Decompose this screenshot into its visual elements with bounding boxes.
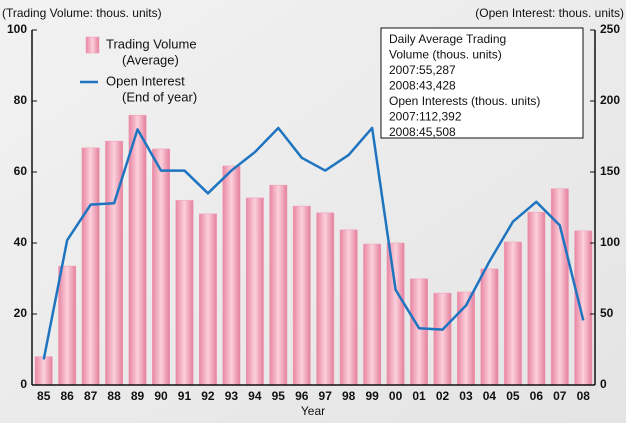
y2-tick-label: 250 [600,22,620,36]
x-tick-label: 99 [365,389,379,403]
x-tick-label: 92 [201,389,215,403]
annotation-box [380,27,584,139]
legend-note: (End of year) [122,89,197,104]
bar [245,197,264,386]
bar [574,230,593,386]
bar [410,278,428,386]
line [42,126,585,360]
y-tick-label: 0 [20,377,27,391]
y2-tick-label: 100 [600,235,620,249]
x-tick-label: 05 [506,389,520,403]
bar [58,265,77,386]
y2-axis-label: (Open Interest: thous. units) [475,6,624,20]
bar [316,212,335,386]
x-tick-label: 93 [225,389,239,403]
x-tick-label: 87 [84,389,98,403]
x-tick-label: 91 [178,389,192,403]
y-tick-label: 40 [14,235,28,249]
annotation-line: 2007:112,392 [389,110,462,124]
legend-label: Open Interest [106,73,185,88]
x-tick-label: 85 [37,389,51,403]
legend-swatch [85,36,100,54]
bar [527,211,546,386]
x-tick-label: 90 [154,389,168,403]
y2-tick-label: 150 [600,164,620,178]
x-tick-label: 06 [530,389,544,403]
x-tick-label: 89 [131,389,145,403]
x-tick-label: 86 [61,389,75,403]
y-tick-label: 80 [14,93,28,107]
annotation-line: Daily Average Trading [389,32,506,46]
plot [34,114,593,386]
bar [81,147,100,386]
x-axis-label: Year [301,404,325,418]
y-axis-label: (Trading Volume: thous. units) [2,6,162,20]
x-tick-label: 01 [412,389,426,403]
bar [433,292,452,386]
bar [503,241,522,386]
bar [292,205,311,386]
bar [386,242,405,386]
y-tick-label: 100 [7,22,27,36]
y-tick-label: 60 [14,164,28,178]
x-tick-label: 88 [107,389,121,403]
annotation: Daily Average Trading Volume (thous. unit… [389,32,540,139]
bar [152,148,170,386]
x-tick-label: 95 [272,389,286,403]
annotation-line: Volume (thous. units) [389,48,502,62]
legend-label: Trading Volume [106,36,197,51]
bar [222,165,241,386]
bar [363,243,382,386]
bar [269,184,288,386]
annotation-line: 2008:45,508 [389,125,456,139]
x-tick-label: 98 [342,389,356,403]
x-tick-label: 94 [248,389,262,403]
x-tick-label: 97 [319,389,333,403]
x-tick-label: 03 [459,389,473,403]
y-tick-label: 20 [14,306,28,320]
bar [175,200,194,386]
bar [128,114,147,386]
x-tick-label: 00 [389,389,403,403]
x-tick-label: 07 [553,389,567,403]
x-tick-label: 04 [483,389,497,403]
annotation-line: 2007:55,287 [389,63,456,77]
y2-tick-label: 0 [600,377,607,391]
legend-note: (Average) [122,52,179,67]
x-tick-label: 96 [295,389,309,403]
y2-tick-label: 200 [600,93,620,107]
x-tick-label: 08 [577,389,591,403]
bar [105,140,124,386]
x-tick-label: 02 [436,389,450,403]
annotation-line: 2008:43,428 [389,79,456,93]
bar [339,229,358,386]
y2-tick-label: 50 [600,306,614,320]
bar [480,268,499,386]
bar [199,213,217,386]
bar [34,356,53,386]
legend: Trading Volume(Average) Open Interest(End… [80,36,197,104]
annotation-line: Open Interests (thous. units) [389,94,540,108]
